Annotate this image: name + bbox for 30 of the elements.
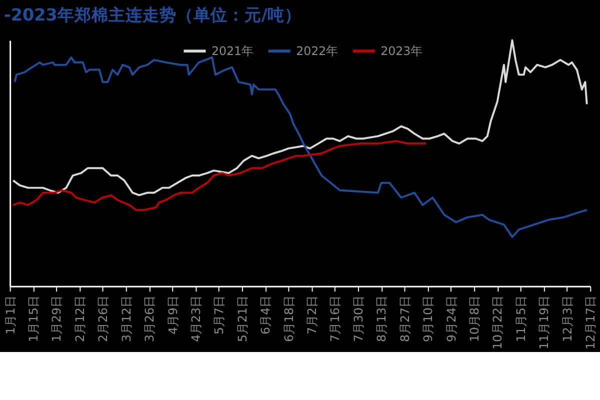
x-tick-label: 12月17日: [584, 296, 598, 350]
x-tick-label: 7月2日: [305, 296, 320, 335]
x-tick-label: 1月15日: [26, 296, 40, 342]
x-tick-label: 1月29日: [50, 296, 64, 342]
x-tick-label: 1月1日: [3, 296, 18, 335]
x-tick-label: 10月8日: [468, 296, 482, 342]
legend-label: 2022年: [296, 44, 338, 58]
x-tick-label: 8月27日: [398, 296, 412, 342]
x-tick-label: 3月12日: [119, 296, 134, 342]
x-tick-label: 4月9日: [166, 296, 180, 335]
legend-label: 2023年: [380, 44, 423, 58]
x-tick-label: 7月16日: [328, 296, 342, 342]
x-tick-label: 10月22日: [490, 296, 505, 350]
x-tick-label: 3月26日: [142, 296, 157, 342]
x-tick-label: 9月24日: [444, 296, 458, 342]
x-tick-label: 6月4日: [258, 296, 273, 335]
x-tick-label: 11月19日: [537, 296, 552, 350]
x-tick-label: 9月10日: [421, 296, 436, 342]
x-tick-label: 12月3日: [560, 296, 574, 342]
x-tick-label: 2月26日: [96, 296, 110, 342]
x-tick-label: 5月21日: [235, 296, 250, 342]
x-tick-label: 8月13日: [374, 296, 389, 342]
x-tick-label: 5月7日: [212, 296, 226, 335]
legend-label: 2021年: [211, 44, 254, 58]
x-tick-label: 7月30日: [351, 296, 366, 342]
x-tick-label: 6月18日: [282, 296, 296, 342]
x-tick-label: 4月23日: [188, 296, 203, 342]
chart-title: -2023年郑棉主连走势（单位：元/吨）: [4, 4, 302, 25]
x-tick-label: 2月12日: [72, 296, 87, 342]
x-tick-label: 11月5日: [514, 296, 528, 342]
